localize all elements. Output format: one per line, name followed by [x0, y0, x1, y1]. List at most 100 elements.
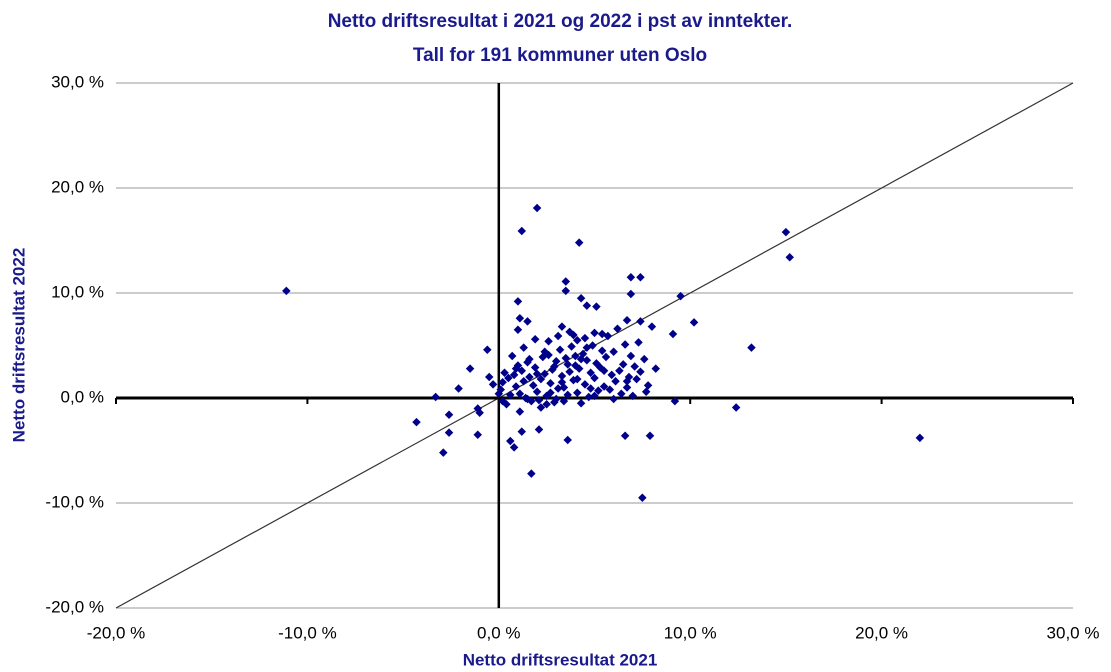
scatter-point — [540, 347, 549, 357]
scatter-point — [640, 354, 649, 364]
scatter-point — [582, 301, 592, 310]
scatter-point — [444, 410, 454, 420]
scatter-point — [515, 313, 525, 323]
scatter-point — [565, 367, 574, 376]
scatter-point — [580, 333, 590, 343]
chart-title: Netto driftsresultat i 2021 og 2022 i ps… — [328, 11, 793, 32]
chart-subtitle: Tall for 191 kommuner uten Oslo — [413, 45, 707, 66]
scatter-point — [444, 428, 454, 437]
scatter-point — [431, 392, 440, 402]
scatter-point — [586, 384, 595, 393]
y-tick-label: 20,0 % — [51, 177, 104, 196]
scatter-point — [563, 390, 572, 400]
scatter-point — [563, 435, 572, 445]
scatter-point — [454, 384, 463, 393]
scatter-point — [534, 395, 544, 405]
scatter-point — [609, 394, 618, 404]
scatter-point — [590, 373, 599, 383]
scatter-point — [599, 366, 609, 375]
x-tick-label: -20,0 % — [87, 623, 146, 642]
scatter-point — [573, 374, 582, 384]
scatter-point — [498, 396, 507, 406]
scatter-point — [550, 362, 559, 371]
scatter-point — [557, 371, 567, 381]
scatter-point — [622, 376, 632, 386]
scatter-point — [632, 374, 641, 384]
scatter-point — [613, 324, 622, 333]
scatter-point — [785, 253, 794, 262]
scatter-point — [532, 369, 542, 379]
scatter-point — [553, 384, 563, 393]
scatter-point — [617, 389, 626, 399]
scatter-point — [473, 430, 482, 439]
scatter-point — [645, 431, 655, 441]
scatter-point — [515, 407, 525, 416]
scatter-point — [523, 394, 532, 404]
y-axis-title: Netto driftsresultat 2022 — [9, 248, 28, 443]
scatter-point — [506, 390, 515, 400]
scatter-point — [530, 334, 540, 344]
scatter-point — [676, 291, 685, 301]
scatter-point — [573, 336, 582, 345]
scatter-point — [494, 389, 504, 399]
scatter-point — [484, 372, 494, 382]
x-tick-label: 30,0 % — [1047, 623, 1100, 642]
scatter-point — [557, 322, 567, 331]
scatter-point — [465, 364, 475, 373]
scatter-point — [569, 330, 578, 340]
scatter-point — [546, 379, 555, 388]
scatter-point — [626, 289, 636, 299]
scatter-point — [527, 469, 536, 478]
scatter-point — [509, 443, 519, 452]
scatter-point — [511, 382, 521, 391]
scatter-point — [580, 380, 590, 389]
scatter-point — [607, 370, 616, 380]
scatter-point — [576, 354, 586, 364]
scatter-point — [584, 392, 594, 402]
scatter-point — [915, 433, 925, 443]
scatter-point — [542, 400, 551, 409]
scatter-point — [551, 394, 561, 404]
x-axis-title: Netto driftsresultat 2021 — [463, 650, 658, 669]
scatter-point — [630, 362, 639, 371]
scatter-point — [529, 381, 538, 390]
scatter-point — [626, 351, 636, 361]
scatter-point — [601, 352, 611, 362]
x-tick-label: 20,0 % — [855, 623, 908, 642]
scatter-point — [643, 381, 653, 390]
scatter-point — [517, 427, 527, 436]
scatter-point — [507, 351, 517, 361]
y-tick-label: 30,0 % — [51, 72, 104, 91]
y-tick-label: -20,0 % — [45, 597, 104, 616]
scatter-point — [536, 374, 546, 384]
scatter-point — [506, 436, 515, 446]
scatter-point — [603, 331, 613, 341]
scatter-point — [609, 347, 618, 357]
scatter-point — [574, 364, 584, 373]
scatter-point — [641, 387, 651, 396]
scatter-point — [540, 369, 549, 379]
scatter-point — [618, 360, 628, 369]
scatter-point — [557, 378, 567, 387]
x-tick-label: 0,0 % — [477, 623, 520, 642]
scatter-point — [559, 396, 569, 406]
scatter-point — [536, 403, 546, 412]
scatter-point — [513, 297, 523, 306]
scatter-point — [590, 328, 599, 338]
scatter-point — [689, 318, 699, 327]
scatter-point — [532, 387, 542, 396]
scatter-point — [509, 370, 519, 380]
scatter-point — [567, 342, 576, 351]
scatter-point — [638, 493, 647, 502]
scatter-point — [532, 203, 542, 213]
scatter-point — [282, 286, 291, 296]
scatter-point — [561, 277, 571, 286]
scatter-point — [576, 399, 586, 408]
scatter-point — [439, 448, 448, 457]
scatter-point — [597, 346, 607, 355]
y-tick-label: 10,0 % — [51, 282, 104, 301]
scatter-point — [525, 372, 534, 382]
scatter-point — [634, 338, 643, 347]
scatter-point — [620, 431, 630, 441]
